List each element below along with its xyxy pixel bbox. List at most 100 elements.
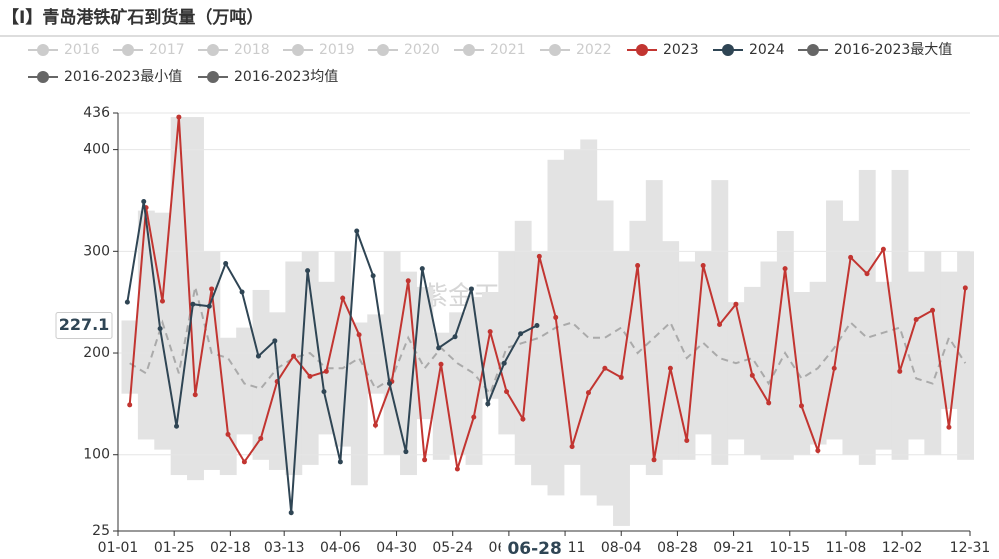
y-pointer-label: 227.1 <box>59 315 110 334</box>
x-tick-label: 04-30 <box>376 540 417 556</box>
legend-item[interactable]: 2023 <box>627 42 699 58</box>
legend-item[interactable]: 2020 <box>368 42 440 58</box>
point <box>782 266 788 272</box>
legend-item[interactable]: 2018 <box>198 42 270 58</box>
range-band <box>350 322 368 486</box>
point <box>356 332 362 338</box>
y-tick-label: 100 <box>83 447 110 463</box>
legend-item[interactable]: 2022 <box>540 42 612 58</box>
range-band <box>367 314 385 394</box>
legend-item[interactable]: 2016-2023最大值 <box>798 42 952 58</box>
legend-item[interactable]: 2017 <box>113 42 185 58</box>
range-band <box>760 261 778 460</box>
point <box>454 466 460 472</box>
x-pointer-label: 06-28 <box>507 539 561 559</box>
legend-marker <box>292 44 304 56</box>
point <box>553 314 559 320</box>
x-tick-label: 04-06 <box>320 540 361 556</box>
point <box>288 510 294 516</box>
point <box>518 331 524 337</box>
legend-marker <box>636 44 648 56</box>
point <box>913 316 919 322</box>
legend-item[interactable]: 2016-2023均值 <box>198 69 338 85</box>
series-line <box>126 201 538 513</box>
point <box>831 365 837 371</box>
point <box>192 392 198 398</box>
legend-label: 2018 <box>234 42 270 58</box>
point <box>946 424 952 430</box>
legend-item[interactable]: 2016 <box>28 42 100 58</box>
point <box>370 273 376 279</box>
point <box>536 253 542 259</box>
legend-label: 2021 <box>490 42 526 58</box>
range-band <box>662 241 680 460</box>
legend-marker <box>463 44 475 56</box>
legend-item[interactable]: 2024 <box>713 42 785 58</box>
point <box>602 365 608 371</box>
point <box>471 414 477 420</box>
legend-label: 2016-2023最大值 <box>834 42 952 58</box>
range-band <box>531 251 549 486</box>
x-tick-label: 08-28 <box>657 540 698 556</box>
point <box>897 368 903 374</box>
range-band <box>875 281 893 450</box>
point <box>403 449 409 455</box>
legend-item[interactable]: 2021 <box>454 42 526 58</box>
range-band <box>940 271 958 409</box>
legend-marker <box>37 44 49 56</box>
point <box>700 263 706 269</box>
x-tick-label: 12-02 <box>882 540 923 556</box>
point <box>223 261 229 267</box>
point <box>176 114 182 120</box>
legend-label: 2016-2023最小值 <box>64 69 182 85</box>
range-band <box>580 139 598 496</box>
range-band <box>809 281 827 445</box>
range-band <box>481 291 499 399</box>
x-tick-label: 05-24 <box>432 540 473 556</box>
point <box>291 353 297 359</box>
point <box>766 400 772 406</box>
range-band <box>563 149 581 465</box>
point <box>255 353 261 359</box>
point <box>452 334 458 340</box>
range-band <box>268 312 286 470</box>
range-band <box>318 281 336 435</box>
point <box>141 198 147 204</box>
point <box>487 329 493 335</box>
legend-label: 2022 <box>576 42 612 58</box>
legend-marker <box>207 44 219 56</box>
legend-marker <box>207 71 219 83</box>
range-band <box>891 169 909 460</box>
point <box>438 361 444 367</box>
point <box>436 345 442 351</box>
point <box>733 301 739 307</box>
x-tick-label: 08-04 <box>601 540 642 556</box>
point <box>422 457 428 463</box>
x-tick-label: 03-13 <box>264 540 305 556</box>
legend-item[interactable]: 2016-2023最小值 <box>28 69 182 85</box>
range-band <box>613 251 630 526</box>
range-band <box>252 289 270 460</box>
x-tick-label: 12-31 <box>950 540 991 556</box>
point <box>618 374 624 380</box>
range-band <box>187 117 204 481</box>
point <box>206 303 212 309</box>
point <box>468 286 474 292</box>
pointer-bg <box>500 536 569 559</box>
point <box>239 289 245 295</box>
point <box>585 390 591 396</box>
point <box>337 459 343 465</box>
range-band <box>154 212 172 450</box>
legend-label: 2020 <box>404 42 440 58</box>
y-tick-label: 436 <box>83 105 110 121</box>
point <box>501 360 507 366</box>
range-band <box>858 169 876 465</box>
point <box>157 326 163 332</box>
legend-item[interactable]: 2019 <box>283 42 355 58</box>
y-tick-label: 200 <box>83 345 110 361</box>
point <box>127 402 133 408</box>
x-tick-label: 11-08 <box>826 540 867 556</box>
legend-label: 2016-2023均值 <box>234 69 338 85</box>
point <box>635 263 641 269</box>
